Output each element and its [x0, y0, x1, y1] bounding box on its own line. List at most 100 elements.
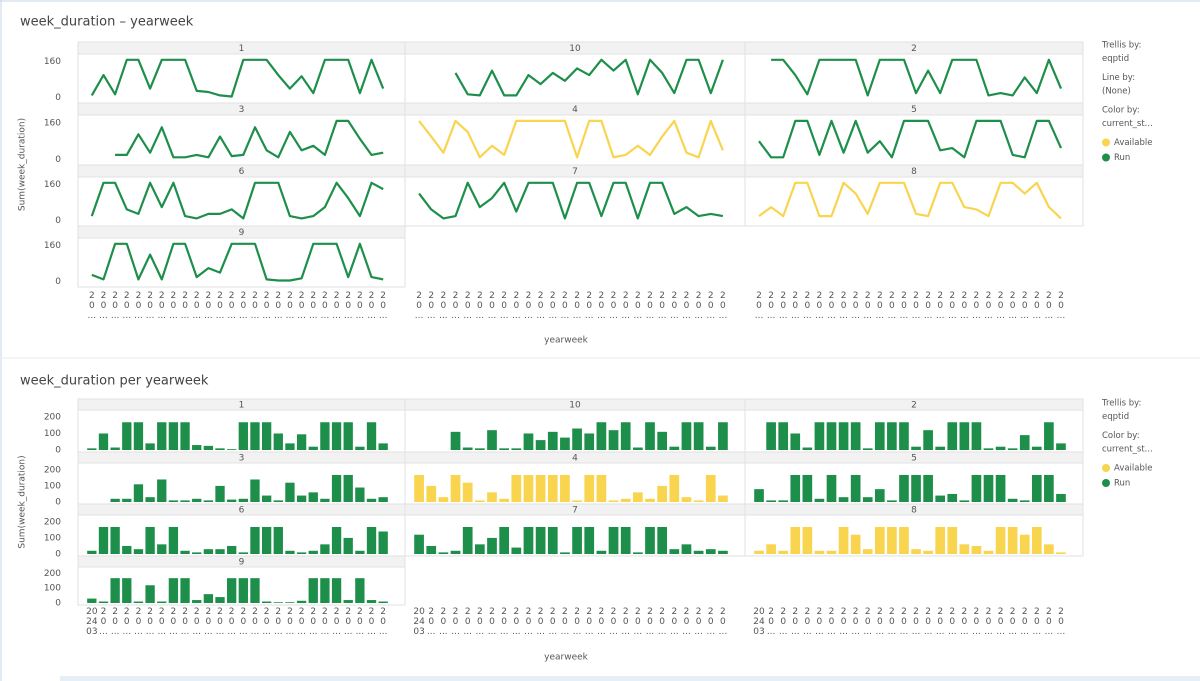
side-text: current_st...	[1102, 119, 1153, 129]
x-tick-label: 2 0...	[157, 291, 166, 321]
x-tick-label: 2 0...	[767, 607, 776, 637]
bar	[1031, 526, 1042, 554]
bar	[1031, 474, 1042, 502]
x-tick-label: 2 0...	[239, 607, 248, 637]
y-tick-label: 200	[44, 569, 61, 579]
bar	[308, 578, 318, 603]
x-tick-label: 2 0...	[682, 607, 691, 637]
x-tick-label: 2 0...	[900, 291, 909, 321]
bar	[296, 552, 307, 554]
panel-title: 9	[239, 558, 245, 568]
bar	[110, 498, 120, 502]
bar	[874, 489, 885, 502]
bar	[227, 449, 237, 450]
bar	[657, 485, 668, 502]
x-tick-label: 2 0...	[634, 607, 643, 637]
x-tick-label: 2 0...	[585, 607, 594, 637]
bar	[438, 497, 449, 502]
bar	[180, 550, 190, 554]
x-tick-label: 2 0...	[146, 607, 155, 637]
bar	[1044, 474, 1054, 502]
bar	[145, 443, 155, 450]
bar	[983, 550, 994, 554]
bar	[261, 422, 272, 450]
x-tick-label: 20 24 03	[86, 607, 98, 637]
x-tick-label: 2 0...	[512, 291, 521, 321]
x-tick-label: 2 0...	[251, 291, 260, 321]
bar	[693, 550, 704, 554]
x-tick-label: 2 0...	[646, 607, 655, 637]
bar	[620, 498, 631, 502]
bar	[378, 497, 388, 502]
x-tick-label: 2 0...	[694, 607, 703, 637]
bar	[669, 474, 680, 502]
bar	[1007, 526, 1018, 554]
line	[771, 58, 1063, 97]
bar	[296, 495, 307, 502]
bar	[814, 498, 825, 502]
bar	[935, 495, 946, 502]
x-tick-label: 2 0...	[309, 291, 318, 321]
bar	[535, 474, 546, 502]
bar	[227, 578, 237, 603]
bar	[838, 497, 849, 502]
x-tick-label: 2 0...	[779, 607, 788, 637]
side-text: Line by:	[1102, 73, 1135, 83]
x-tick-label: 2 0...	[912, 291, 921, 321]
bar	[923, 550, 933, 554]
y-tick-label: 0	[55, 277, 61, 287]
x-tick-label: 2 0...	[251, 607, 260, 637]
x-tick-label: 2 0...	[996, 607, 1005, 637]
side-text: Trellis by:	[1101, 41, 1141, 51]
bar	[523, 526, 534, 554]
x-tick-label: 2 0...	[609, 607, 618, 637]
bar	[657, 431, 668, 450]
bar	[450, 550, 461, 554]
bar	[215, 549, 225, 554]
y-tick-label: 100	[44, 481, 61, 491]
x-tick-label: 2 0...	[888, 607, 897, 637]
x-tick-label: 2 0...	[111, 291, 120, 321]
panel-header	[744, 164, 1084, 178]
bar	[995, 446, 1006, 450]
x-tick-label: 2 0...	[948, 607, 957, 637]
bar	[192, 552, 202, 554]
bar	[331, 578, 342, 603]
bar	[584, 526, 595, 554]
panel-title: 9	[239, 228, 245, 238]
panel-title: 3	[239, 105, 245, 115]
bar	[180, 500, 190, 502]
bar	[355, 578, 365, 603]
x-tick-label: 2 0...	[204, 607, 213, 637]
x-tick-label: 2 0...	[1020, 291, 1029, 321]
bar	[995, 526, 1006, 554]
bar	[157, 601, 167, 603]
line	[90, 58, 385, 98]
bar	[766, 500, 776, 502]
x-tick-label: 2 0...	[356, 291, 365, 321]
bar	[718, 422, 728, 450]
bar	[862, 549, 873, 554]
x-tick-label: 20 24 03	[413, 607, 425, 637]
x-tick-label: 2 0...	[960, 291, 969, 321]
panel-title: 5	[911, 454, 917, 464]
bar	[560, 474, 570, 502]
bar	[296, 434, 307, 450]
bar	[923, 430, 933, 450]
bar	[838, 526, 849, 554]
x-tick-label: 2 0...	[415, 291, 424, 321]
x-tick-label: 2 0...	[851, 607, 860, 637]
x-tick-label: 2 0...	[960, 607, 969, 637]
bar	[366, 526, 377, 554]
bar	[547, 474, 558, 502]
bar	[343, 474, 353, 502]
bar	[572, 500, 582, 502]
bar	[414, 534, 424, 554]
bar	[414, 474, 424, 502]
bar	[681, 422, 692, 450]
x-tick-label: 2 0...	[924, 291, 933, 321]
x-tick-label: 2 0...	[463, 607, 472, 637]
bar	[343, 422, 353, 450]
bar	[308, 492, 318, 502]
x-tick-label: 2 0...	[286, 607, 295, 637]
